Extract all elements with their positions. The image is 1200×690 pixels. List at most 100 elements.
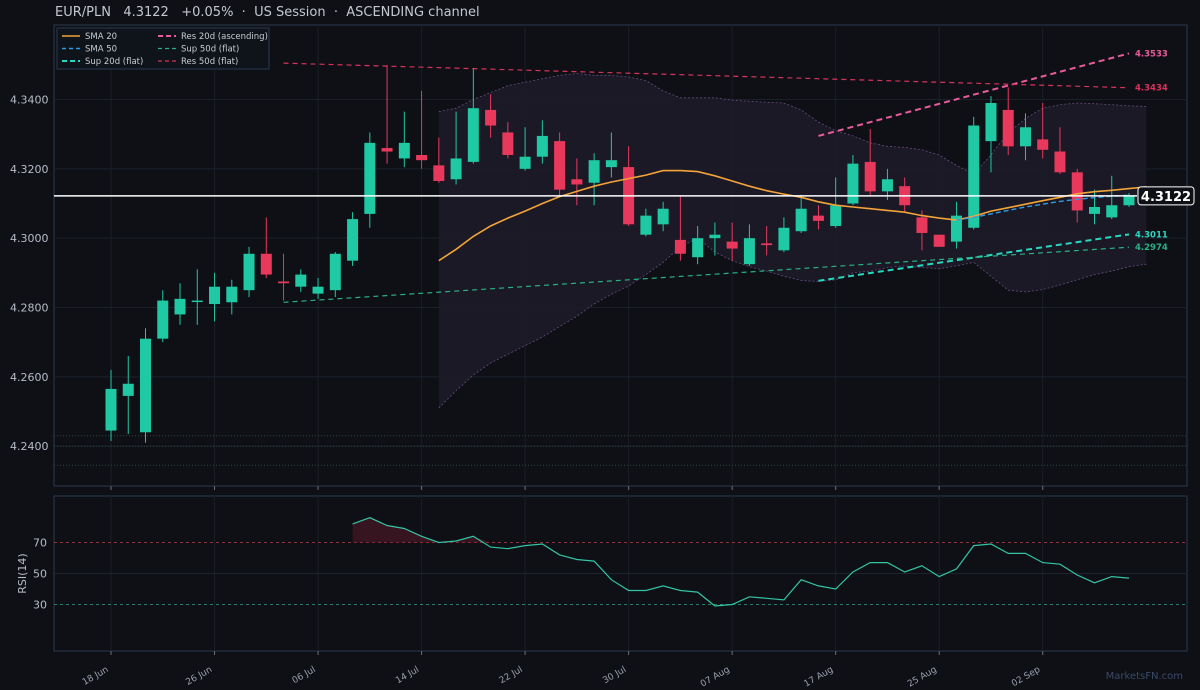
- candle-body: [778, 227, 790, 251]
- candle-body: [916, 217, 928, 233]
- date-tick-label: 22 Jul: [498, 665, 525, 686]
- candle-body: [692, 238, 704, 258]
- candle-body: [743, 238, 755, 265]
- candle-body: [1002, 109, 1014, 147]
- level-value-label: 4.3434: [1135, 84, 1168, 94]
- band-fill: [438, 73, 1147, 408]
- candle-body: [726, 241, 738, 249]
- candle-body: [174, 298, 186, 315]
- sma50-line: [956, 194, 1130, 221]
- candle-body: [260, 253, 272, 275]
- candle-body: [450, 158, 462, 180]
- date-tick-label: 25 Aug: [906, 665, 939, 690]
- candle-body: [1123, 195, 1135, 206]
- legend-label: SMA 50: [85, 45, 117, 55]
- candle-body: [502, 132, 514, 155]
- candle-body: [1019, 127, 1031, 147]
- legend-label: SMA 20: [85, 32, 117, 42]
- candle-body: [1037, 139, 1049, 150]
- price-axis: 4.2400 4.2600 4.2800 4.3000 4.3200 4.3400: [10, 94, 49, 454]
- level-line: [283, 246, 1130, 303]
- candle-body: [226, 286, 238, 303]
- legend-label: Res 50d (flat): [181, 57, 238, 67]
- candle-body: [1106, 205, 1118, 218]
- candle-body: [536, 135, 548, 157]
- last-price-label: 4.3122: [1141, 190, 1191, 205]
- chart-legend: SMA 20 Res 20d (ascending) SMA 50 Sup 50d (…: [56, 27, 270, 70]
- candle-body: [243, 253, 255, 291]
- price-tick-label: 4.3200: [10, 163, 49, 176]
- price-tick-label: 4.3400: [10, 94, 49, 107]
- chart-header: EUR/PLN 4.3122 +0.05% · US Session · ASC…: [55, 5, 480, 20]
- candle-body: [347, 219, 359, 261]
- date-tick-label: 02 Sep: [1010, 665, 1042, 689]
- legend-label: Res 20d (ascending): [181, 32, 268, 42]
- level-value-label: 4.3011: [1135, 230, 1168, 240]
- candle-body: [1054, 151, 1066, 173]
- legend-box: [56, 27, 270, 70]
- date-tick-label: 14 Jul: [394, 665, 421, 686]
- candle-body: [847, 163, 859, 204]
- candle-body: [398, 142, 410, 159]
- candle-body: [485, 109, 497, 126]
- support-resistance-levels: 4.3533 4.3434 4.3011 4.2974: [283, 49, 1168, 303]
- date-tick-label: 18 Jun: [81, 665, 111, 688]
- candle-body: [968, 125, 980, 228]
- candle-body: [950, 215, 962, 242]
- candle-body: [122, 383, 134, 396]
- candle-body: [674, 239, 686, 254]
- candle-body: [105, 388, 117, 431]
- candle-body: [985, 102, 997, 142]
- candle-body: [1071, 172, 1083, 211]
- candle-body: [519, 156, 531, 169]
- date-tick-label: 07 Aug: [699, 665, 732, 690]
- candle-body: [381, 148, 393, 152]
- candle-body: [881, 179, 893, 192]
- candle-body: [812, 215, 824, 221]
- band-upper-line: [438, 73, 1147, 175]
- candle-body: [209, 286, 221, 305]
- candle-body: [761, 243, 773, 246]
- level-line: [818, 233, 1130, 282]
- rsi-line: [352, 517, 1130, 607]
- bollinger-band: [438, 73, 1147, 409]
- candle-body: [295, 274, 307, 287]
- candle-body: [864, 161, 876, 192]
- rsi-tick-label: 30: [33, 599, 47, 612]
- level-line: [818, 52, 1130, 137]
- candle-body: [157, 300, 169, 339]
- candle-body: [140, 338, 152, 433]
- rsi-axis-label: RSI(14): [16, 553, 29, 593]
- candle-body: [364, 142, 376, 214]
- date-tick-label: 17 Aug: [803, 665, 836, 690]
- date-tick-label: 06 Jul: [291, 665, 318, 686]
- candle-body: [191, 300, 203, 303]
- candle-body: [709, 234, 721, 239]
- candle-body: [467, 108, 479, 162]
- level-value-label: 4.3533: [1135, 49, 1168, 59]
- candle-body: [278, 281, 290, 284]
- legend-label: Sup 50d (flat): [181, 45, 239, 55]
- candle-body: [640, 215, 652, 235]
- band-lower-line: [438, 237, 1147, 409]
- candle-body: [588, 160, 600, 183]
- rsi-panel: 30 50 70 RSI(14): [16, 495, 1188, 652]
- candle-body: [312, 286, 324, 294]
- candle-body: [830, 205, 842, 227]
- candle-body: [416, 154, 428, 161]
- candle-body: [605, 160, 617, 168]
- rsi-tick-label: 50: [33, 568, 47, 581]
- last-price-marker: 4.3122: [54, 186, 1195, 206]
- date-tick-label: 26 Jun: [184, 665, 214, 688]
- level-line: [283, 62, 1130, 89]
- watermark: MarketsFN.com: [1106, 671, 1183, 682]
- candle-body: [933, 234, 945, 247]
- price-tick-label: 4.2400: [10, 440, 49, 453]
- legend-label: Sup 20d (flat): [85, 57, 143, 67]
- candle-body: [433, 165, 445, 181]
- candle-body: [795, 208, 807, 232]
- price-tick-label: 4.2800: [10, 301, 49, 314]
- level-value-label: 4.2974: [1135, 243, 1168, 253]
- rsi-tick-label: 70: [33, 537, 47, 550]
